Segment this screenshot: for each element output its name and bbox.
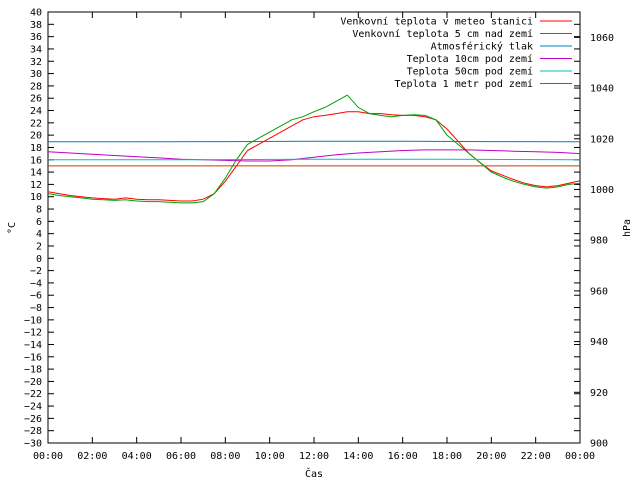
x-tick-label: 12:00 [299, 451, 329, 462]
y2-tick-label: 980 [590, 236, 608, 247]
y-tick-label: −20 [24, 377, 42, 388]
legend-label: Teplota 50cm pod zemí [407, 66, 533, 78]
x-tick-label: 08:00 [210, 451, 240, 462]
x-tick-label: 22:00 [521, 451, 551, 462]
y-tick-label: −12 [24, 328, 42, 339]
y-tick-label: 22 [30, 118, 42, 129]
y2-tick-label: 920 [590, 388, 608, 399]
y-tick-label: −6 [30, 291, 42, 302]
y2-tick-label: 960 [590, 286, 608, 297]
y2-tick-label: 1020 [590, 134, 614, 145]
y-tick-label: 40 [30, 8, 42, 19]
y2-tick-label: 900 [590, 439, 608, 450]
x-tick-label: 02:00 [77, 451, 107, 462]
y-tick-label: 28 [30, 81, 42, 92]
series-layer [47, 94, 581, 204]
legend-label: Venkovní teplota 5 cm nad zemí [352, 28, 533, 40]
y-tick-label: −28 [24, 426, 42, 437]
legend-label: Venkovní teplota v meteo stanici [340, 16, 533, 28]
y-tick-label: 20 [30, 131, 42, 142]
legend-label: Teplota 10cm pod zemí [407, 53, 533, 65]
x-tick-label: 00:00 [33, 451, 63, 462]
y2-axis-label: hPa [622, 219, 633, 237]
x-tick-label: 16:00 [388, 451, 418, 462]
y-tick-label: −30 [24, 439, 42, 450]
legend: Venkovní teplota v meteo staniciVenkovní… [340, 16, 572, 90]
y-tick-label: −8 [30, 303, 42, 314]
y-tick-label: 32 [30, 57, 42, 68]
y-tick-label: −2 [30, 266, 42, 277]
x-tick-label: 14:00 [343, 451, 373, 462]
y-tick-label: −16 [24, 352, 42, 363]
y-tick-label: 14 [30, 168, 42, 179]
y-tick-label: −14 [24, 340, 42, 351]
series-line-5 [48, 158, 581, 161]
y-tick-label: 6 [36, 217, 42, 228]
y-tick-label: 0 [36, 254, 42, 265]
x-tick-label: 20:00 [476, 451, 506, 462]
y2-tick-label: 1040 [590, 84, 614, 95]
y2-tick-label: 1000 [590, 185, 614, 196]
series-line-1 [47, 111, 581, 202]
y2-axis-ticks: 1060 1040 1020 1000 980 960 940 920 900 [574, 33, 614, 450]
x-axis-label: Čas [305, 467, 323, 480]
series-line-3 [48, 140, 581, 143]
y-tick-label: 12 [30, 180, 42, 191]
x-axis-ticks: 00:00 02:00 04:00 06:00 08:00 10:00 12:00 14:00… [33, 12, 595, 462]
x-tick-label: 00:00 [565, 451, 595, 462]
y-tick-label: 10 [30, 192, 42, 203]
series-line-4 [47, 149, 581, 162]
y-tick-label: 34 [30, 44, 42, 55]
y2-tick-label: 1060 [590, 33, 614, 44]
y-tick-label: 18 [30, 143, 42, 154]
y-tick-label: 24 [30, 106, 42, 117]
y-tick-label: 16 [30, 155, 42, 166]
y-tick-label: 26 [30, 94, 42, 105]
y-tick-label: 30 [30, 69, 42, 80]
y-tick-label: −22 [24, 389, 42, 400]
y-tick-label: 8 [36, 205, 42, 216]
y-tick-label: 38 [30, 20, 42, 31]
y-tick-label: −10 [24, 315, 42, 326]
x-tick-label: 04:00 [122, 451, 152, 462]
legend-label: Teplota 1 metr pod zemí [395, 78, 533, 90]
y-tick-label: −24 [24, 402, 42, 413]
x-tick-label: 18:00 [432, 451, 462, 462]
x-tick-label: 06:00 [166, 451, 196, 462]
y-axis-label: °C [7, 222, 18, 234]
y-tick-label: 2 [36, 241, 42, 252]
y-tick-label: −4 [30, 278, 42, 289]
series-line-2 [47, 94, 581, 204]
y2-tick-label: 940 [590, 337, 608, 348]
y-tick-label: −18 [24, 365, 42, 376]
legend-label: Atmosférický tlak [431, 41, 533, 53]
y-axis-ticks: 4038363432302826242220181614121086420−2−… [24, 8, 580, 450]
y-tick-label: −26 [24, 414, 42, 425]
y-tick-label: 36 [30, 32, 42, 43]
x-tick-label: 10:00 [255, 451, 285, 462]
y-tick-label: 4 [36, 229, 42, 240]
